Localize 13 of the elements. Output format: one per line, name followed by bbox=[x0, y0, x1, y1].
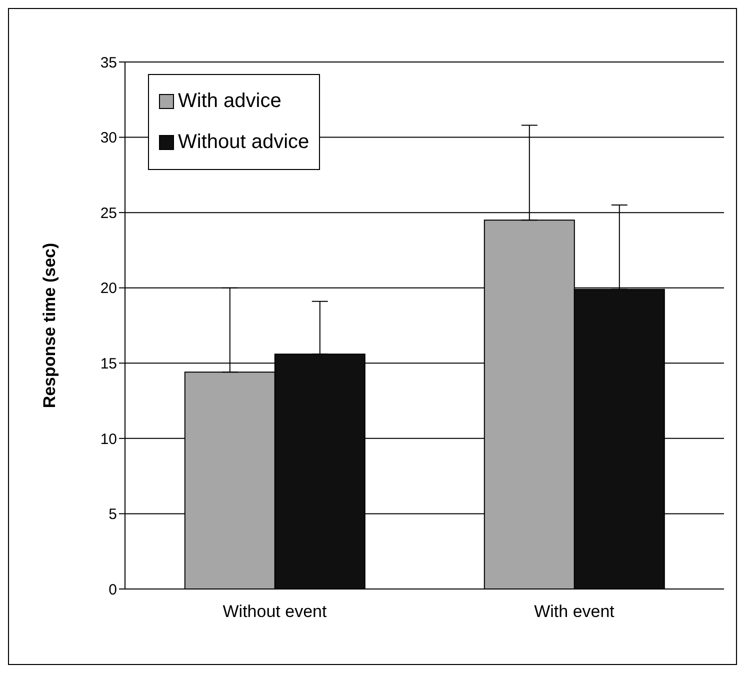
y-tick-label: 10 bbox=[100, 430, 117, 448]
legend-label: With advice bbox=[178, 90, 282, 113]
y-tick-label: 15 bbox=[100, 355, 117, 372]
y-axis-title: Response time (sec) bbox=[40, 242, 60, 408]
y-tick-label: 20 bbox=[100, 280, 117, 298]
legend-label: Without advice bbox=[178, 131, 310, 154]
y-tick-label: 35 bbox=[100, 54, 117, 72]
x-tick-label: Without event bbox=[222, 602, 327, 622]
y-tick-label: 5 bbox=[108, 506, 117, 524]
y-tick-label: 25 bbox=[100, 204, 117, 222]
y-tick-label: 0 bbox=[108, 581, 117, 598]
x-tick-label: With event bbox=[534, 602, 615, 622]
y-tick-label: 30 bbox=[100, 130, 117, 147]
